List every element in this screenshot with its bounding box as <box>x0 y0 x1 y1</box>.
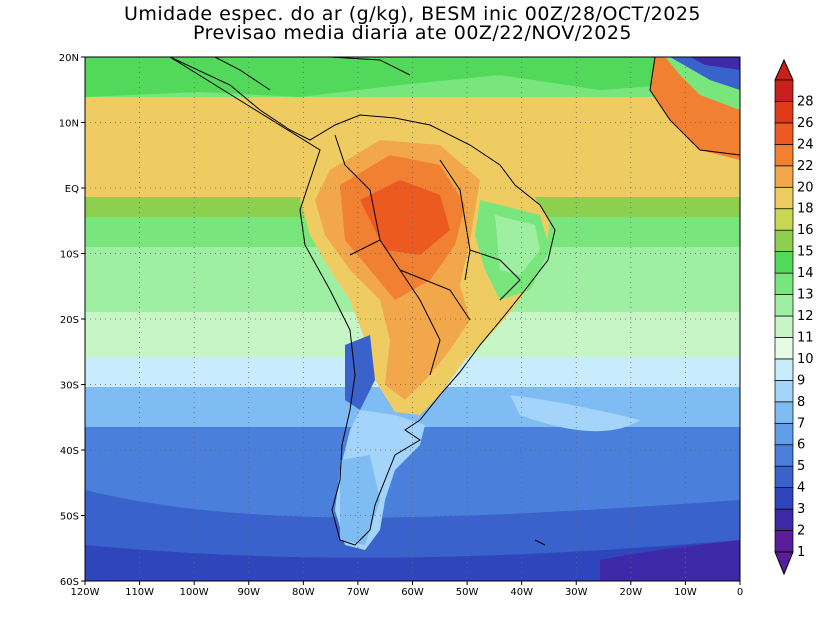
colorbar-swatch <box>774 186 794 210</box>
colorbar-swatch <box>774 79 794 102</box>
lat-tick-label: 10S <box>60 250 79 261</box>
grid-lines <box>85 57 740 581</box>
lon-tick-label: 40W <box>510 587 533 598</box>
lon-tick-label: 120W <box>71 587 100 598</box>
chart-title: Umidade espec. do ar (g/kg), BESM inic 0… <box>123 3 702 25</box>
colorbar-swatch <box>774 101 794 124</box>
colorbar-swatch <box>774 165 794 188</box>
colorbar-level-label: 1 <box>797 545 805 560</box>
colorbar-swatch <box>774 272 794 295</box>
lon-tick-label: 10W <box>674 587 697 598</box>
colorbar-level-label: 10 <box>797 352 814 367</box>
colorbar-level-label: 5 <box>797 459 805 474</box>
colorbar-swatch <box>774 315 794 338</box>
lon-tick-label: 30W <box>565 587 588 598</box>
colorbar-swatch <box>774 208 794 231</box>
colorbar-swatch <box>774 337 794 360</box>
colorbar-level-label: 9 <box>797 373 805 388</box>
lon-tick-label: 90W <box>237 587 260 598</box>
colorbar-level-label: 20 <box>797 180 814 195</box>
colorbar-swatch <box>774 444 794 467</box>
lon-tick-label: 110W <box>125 587 154 598</box>
colorbar-swatch <box>774 465 794 488</box>
lon-tick-label: 20W <box>620 587 643 598</box>
colorbar-swatch <box>774 380 794 403</box>
lat-tick-label: 10N <box>59 119 79 130</box>
lat-tick-label: 60S <box>60 577 79 588</box>
lon-tick-label: 60W <box>401 587 424 598</box>
lon-tick-label: 70W <box>347 587 370 598</box>
colorbar-top-arrow <box>774 58 794 81</box>
colorbar-swatch <box>774 294 794 317</box>
colorbar-swatch <box>774 122 794 145</box>
lat-tick-label: 40S <box>60 446 79 457</box>
lat-tick-label: 20N <box>59 53 79 64</box>
lon-tick-label: 80W <box>292 587 315 598</box>
lon-tick-label: 0 <box>737 587 743 598</box>
colorbar-bottom-arrow <box>774 551 794 576</box>
colorbar-swatch <box>774 487 794 510</box>
colorbar-level-label: 4 <box>797 481 805 496</box>
lat-tick-label: 50S <box>60 512 79 523</box>
coastline <box>169 57 740 546</box>
colorbar-level-label: 3 <box>797 502 805 517</box>
colorbar-swatch <box>774 358 794 381</box>
colorbar-level-label: 6 <box>797 438 805 453</box>
lat-tick-label: 20S <box>60 315 79 326</box>
colorbar-level-label: 15 <box>797 245 814 260</box>
latitude-labels: 20N 10N EQ 10S 20S 30S 40S 50S 60S <box>59 53 85 588</box>
colorbar-level-label: 18 <box>797 202 814 217</box>
colorbar-swatch <box>774 530 794 553</box>
colorbar-level-label: 14 <box>797 266 814 281</box>
colorbar-level-label: 2 <box>797 524 805 539</box>
lon-tick-label: 50W <box>456 587 479 598</box>
colorbar-swatch <box>774 508 794 531</box>
colorbar-level-label: 22 <box>797 159 814 174</box>
colorbar-level-label: 13 <box>797 288 814 303</box>
chart-subtitle: Previsao media diaria ate 00Z/22/NOV/202… <box>193 22 632 44</box>
colorbar-level-label: 12 <box>797 309 814 324</box>
colorbar-swatch <box>774 229 794 252</box>
colorbar-swatch <box>774 401 794 424</box>
colorbar-level-label: 11 <box>797 330 814 345</box>
colorbar-level-label: 8 <box>797 395 805 410</box>
colorbar-level-label: 16 <box>797 223 814 238</box>
lat-tick-label: EQ <box>65 184 79 195</box>
colorbar-level-label: 7 <box>797 416 805 431</box>
colorbar-level-label: 26 <box>797 116 814 131</box>
colorbar-swatch <box>774 422 794 446</box>
colorbar-level-label: 28 <box>797 94 814 109</box>
lon-tick-label: 100W <box>180 587 209 598</box>
colorbar-swatch <box>774 251 794 274</box>
lat-tick-label: 30S <box>60 381 79 392</box>
colorbar-level-label: 24 <box>797 137 814 152</box>
longitude-labels: 120W 110W 100W 90W 80W 70W 60W 50W 40W 30W 20W 10W 0 <box>71 581 743 598</box>
colorbar-swatch <box>774 144 794 167</box>
